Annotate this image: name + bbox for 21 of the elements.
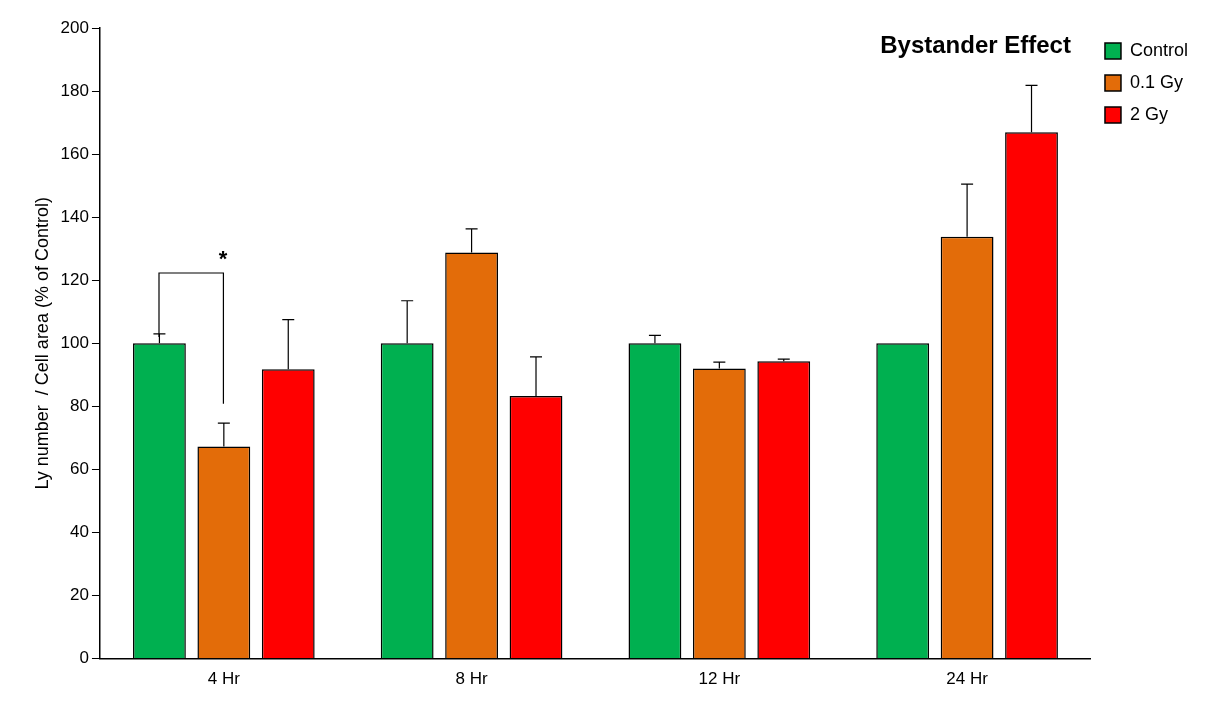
x-tick-label: 24 Hr <box>946 669 989 689</box>
y-tick-label: 20 <box>70 585 89 605</box>
y-tick-label: 120 <box>60 269 89 289</box>
y-axis-title: Ly number / Cell area (% of Control) <box>31 197 52 490</box>
y-tick-label: 40 <box>70 522 89 542</box>
y-tick-label: 180 <box>60 80 89 100</box>
annotation: * <box>218 246 228 272</box>
x-tick-label: 8 Hr <box>455 669 488 689</box>
y-tick-label: 140 <box>60 206 89 226</box>
y-tick-label: 0 <box>79 648 89 668</box>
y-tick-label: 160 <box>60 143 89 163</box>
chart-title: Bystander Effect <box>880 30 1071 58</box>
y-tick-label: 200 <box>60 17 89 37</box>
y-tick-label: 60 <box>70 459 89 479</box>
y-tick-label: 100 <box>60 332 89 352</box>
y-tick-label: 80 <box>70 396 89 416</box>
legend-label: 2 Gy <box>1129 103 1168 124</box>
legend-label: 0.1 Gy <box>1129 71 1184 92</box>
x-tick-label: 4 Hr <box>207 669 241 689</box>
x-tick-label: 12 Hr <box>698 669 741 689</box>
legend-label: Control <box>1129 39 1189 60</box>
